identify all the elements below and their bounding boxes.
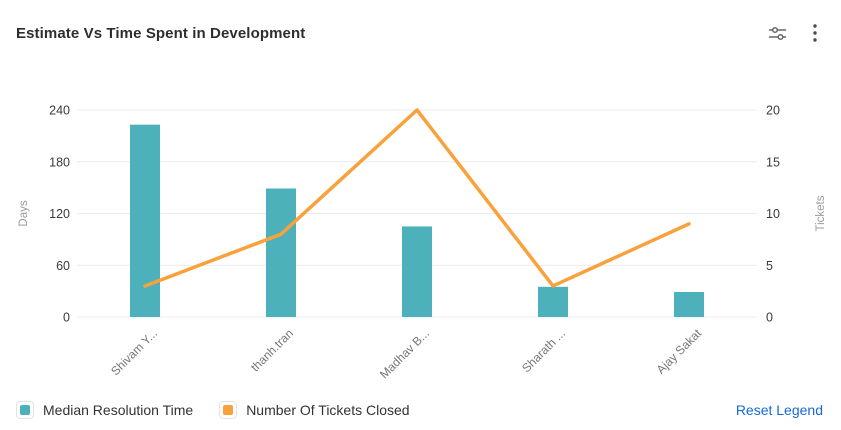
svg-text:180: 180 — [49, 155, 70, 169]
svg-text:5: 5 — [766, 259, 773, 273]
legend-swatch — [20, 405, 30, 415]
chart-header: Estimate Vs Time Spent in Development — [16, 18, 827, 48]
bar-0[interactable] — [130, 124, 160, 317]
sliders-icon[interactable] — [765, 21, 789, 45]
bar-series[interactable] — [130, 124, 704, 317]
svg-text:0: 0 — [63, 311, 70, 325]
legend-swatch-box — [16, 401, 34, 419]
left-axis-name: Days — [18, 200, 30, 226]
left-axis-tick-labels: 0 60 120 180 240 — [49, 104, 70, 325]
bar-2[interactable] — [402, 226, 432, 317]
reset-legend-link[interactable]: Reset Legend — [735, 402, 823, 418]
x-axis-label-3: Sharath ... — [519, 326, 568, 375]
legend-item-1[interactable]: Number Of Tickets Closed — [219, 401, 410, 419]
legend-label: Number Of Tickets Closed — [246, 402, 410, 418]
legend-swatch-box — [219, 401, 238, 419]
combo-chart[interactable]: 0 60 120 180 240 0 5 10 15 20 Days Tickets Shivam Y.… — [0, 58, 841, 395]
right-axis-name: Tickets — [815, 195, 827, 231]
bar-1[interactable] — [266, 188, 296, 317]
svg-text:120: 120 — [49, 207, 70, 221]
x-axis-label-0: Shivam Y... — [108, 326, 160, 378]
chart-footer: Median Resolution Time Number Of Tickets … — [16, 396, 823, 424]
x-axis-label-4: Ajay Sakat — [654, 326, 705, 377]
header-actions — [765, 21, 827, 45]
right-axis-tick-labels: 0 5 10 15 20 — [766, 104, 780, 325]
legend-swatch — [223, 405, 234, 415]
legend: Median Resolution Time Number Of Tickets … — [16, 401, 410, 419]
bar-4[interactable] — [674, 291, 704, 317]
legend-item-0[interactable]: Median Resolution Time — [16, 401, 193, 419]
x-axis-label-2: Madhav B... — [377, 326, 432, 381]
legend-label: Median Resolution Time — [43, 402, 194, 418]
x-axis-labels: Shivam Y... thanh.tran Madhav B... Sharath … — [108, 326, 705, 382]
kebab-menu-icon[interactable] — [803, 21, 827, 45]
svg-text:0: 0 — [766, 311, 773, 325]
svg-text:20: 20 — [766, 104, 780, 118]
line-series[interactable] — [143, 108, 691, 288]
x-axis-label-1: thanh.tran — [248, 326, 296, 374]
svg-text:10: 10 — [766, 207, 780, 221]
svg-text:15: 15 — [766, 155, 780, 169]
svg-text:240: 240 — [49, 104, 70, 118]
page-title: Estimate Vs Time Spent in Development — [16, 24, 306, 42]
svg-text:60: 60 — [56, 259, 70, 273]
bar-3[interactable] — [538, 286, 568, 317]
